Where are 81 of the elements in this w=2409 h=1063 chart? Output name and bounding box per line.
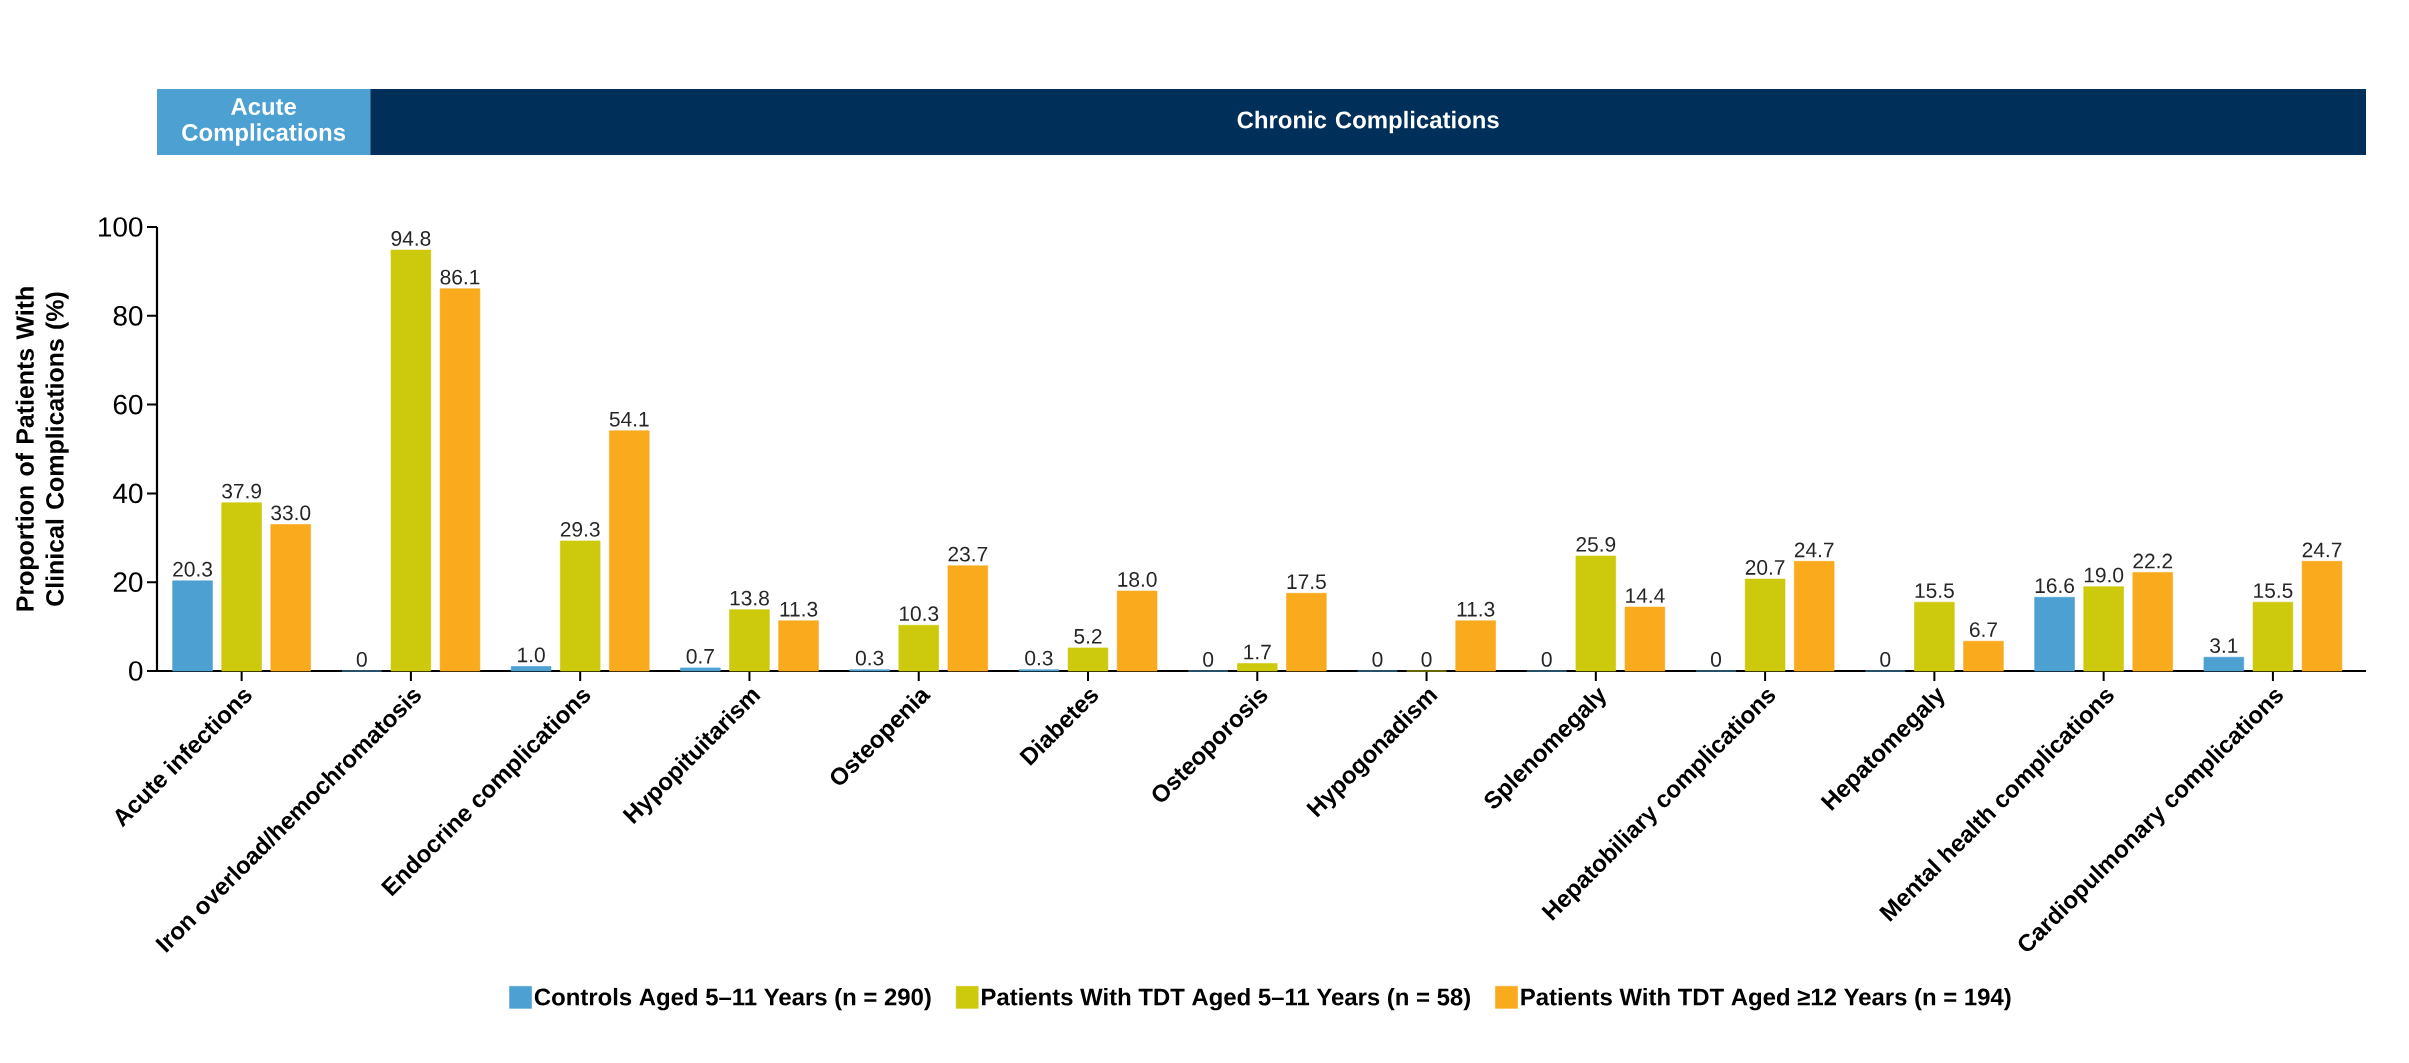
data-label: 10.3 [899, 606, 939, 622]
legend-label: Patients With TDT Aged 5–11 Years (n = 58) [982, 987, 1470, 1011]
bar [390, 249, 432, 672]
data-label: 15.5 [1915, 583, 1954, 598]
bar [1455, 620, 1496, 672]
data-label: 0.7 [686, 648, 714, 664]
data-label: 94.8 [391, 231, 431, 246]
data-label: 0.3 [855, 650, 884, 666]
data-label: 17.5 [1287, 574, 1326, 590]
y-tick-label: 60 [113, 394, 143, 415]
data-label: 86.1 [440, 269, 480, 285]
bar [2132, 572, 2173, 672]
bar [221, 502, 262, 672]
bar [680, 667, 721, 672]
bar [510, 666, 552, 672]
data-label: 20.3 [173, 561, 212, 577]
text: Acute Complications [182, 98, 346, 146]
bar [778, 620, 819, 672]
y-axis-title: Proportion of Patients With Clinical Complications (%) [15, 287, 69, 611]
bar [1116, 590, 1158, 672]
bar [2034, 597, 2075, 672]
data-label: 15.5 [2254, 583, 2293, 598]
data-label: 0.3 [1025, 650, 1053, 666]
bar [1237, 663, 1278, 672]
data-label: 22.2 [2133, 553, 2173, 569]
y-tick-label: 20 [113, 572, 143, 593]
bar [609, 430, 650, 672]
data-label: 5.2 [1074, 628, 1102, 644]
bar [1067, 647, 1109, 672]
y-tick-label: 40 [113, 483, 143, 504]
data-label: 19.0 [2084, 567, 2124, 583]
bar [2252, 601, 2294, 672]
bar [439, 288, 481, 672]
bar [1624, 606, 1666, 672]
bar [898, 624, 939, 672]
bar [560, 540, 601, 672]
data-label: 0 [356, 651, 367, 667]
data-label: 14.4 [1626, 588, 1665, 603]
bar [2083, 586, 2124, 672]
data-label: 24.7 [2302, 542, 2342, 558]
bar [1744, 578, 1786, 672]
bar [1575, 555, 1617, 672]
bar [729, 609, 770, 672]
data-label: 0 [1541, 651, 1552, 667]
data-label: 3.1 [2210, 638, 2238, 654]
data-label: 11.3 [780, 601, 818, 617]
y-tick-label: 0 [129, 661, 143, 681]
data-label: 16.6 [2035, 578, 2074, 594]
legend-label: Controls Aged 5–11 Years (n = 290) [534, 987, 931, 1011]
bar [947, 565, 989, 672]
legend-label: Patients With TDT Aged ≥12 Years (n = 194) [1521, 987, 2011, 1011]
data-label: 0 [1372, 651, 1383, 667]
y-tick-label: 100 [99, 217, 143, 237]
data-label: 37.9 [222, 483, 261, 499]
data-label: 33.0 [271, 505, 311, 521]
bar [270, 524, 311, 672]
data-label: 0 [1880, 651, 1891, 667]
data-label: 18.0 [1118, 572, 1157, 587]
data-label: 1.0 [518, 647, 545, 663]
data-label: 6.7 [1969, 622, 1997, 638]
bar [2203, 656, 2245, 672]
bar [2301, 561, 2343, 672]
bar [1286, 593, 1327, 672]
data-label: 20.7 [1745, 560, 1785, 575]
bar [1963, 640, 2004, 672]
data-label: 0 [1711, 651, 1722, 667]
bar [1914, 601, 1955, 672]
data-label: 0 [1421, 651, 1432, 667]
bar [1794, 561, 1835, 672]
data-label: 54.1 [609, 412, 649, 427]
data-label: 13.8 [730, 590, 769, 606]
data-label: 11.3 [1457, 601, 1495, 617]
text: Chronic Complications [1237, 110, 1499, 134]
data-label: 25.9 [1576, 536, 1616, 552]
bar [172, 580, 213, 672]
y-tick-label: 80 [113, 305, 143, 326]
data-label: 1.7 [1244, 644, 1271, 660]
data-label: 24.7 [1794, 542, 1834, 558]
data-label: 29.3 [560, 521, 600, 537]
data-label: 0 [1203, 651, 1214, 667]
data-label: 23.7 [948, 546, 988, 562]
